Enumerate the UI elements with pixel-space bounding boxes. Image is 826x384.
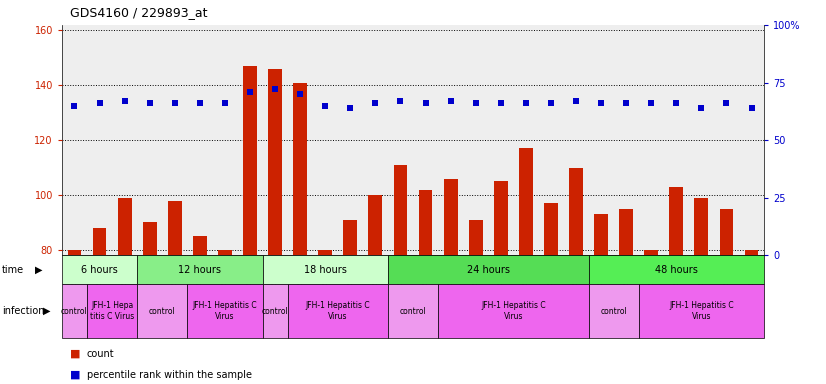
Point [169,100,182,106]
Bar [393,165,407,255]
Text: 48 hours: 48 hours [655,265,698,275]
Bar [620,209,633,255]
Text: control: control [400,306,426,316]
Bar [669,187,683,255]
Text: JFH-1 Hepatitis C
Virus: JFH-1 Hepatitis C Virus [669,301,733,321]
Bar [519,148,533,255]
Bar [588,255,764,284]
Bar [218,250,232,255]
Bar [137,255,263,284]
Bar [419,190,433,255]
Text: ▶: ▶ [35,265,42,275]
Point [143,100,156,106]
Point [745,105,758,111]
Bar [87,284,137,338]
Text: 18 hours: 18 hours [304,265,347,275]
Text: time: time [2,265,24,275]
Bar [368,195,382,255]
Text: ■: ■ [70,349,81,359]
Point [344,105,357,111]
Point [695,105,708,111]
Bar [168,200,182,255]
Bar [644,250,658,255]
Point [193,100,206,106]
Bar [438,284,588,338]
Bar [469,220,482,255]
Bar [263,255,388,284]
Bar [569,167,583,255]
Bar [62,255,137,284]
Bar [388,255,588,284]
Text: GDS4160 / 229893_at: GDS4160 / 229893_at [70,6,207,19]
Point [218,100,231,106]
Text: control: control [601,306,627,316]
Bar [388,284,438,338]
Text: count: count [87,349,114,359]
Text: infection: infection [2,306,44,316]
Bar [93,228,107,255]
Point [244,89,257,95]
Text: control: control [61,306,88,316]
Point [368,100,382,106]
Bar [494,181,508,255]
Point [394,98,407,104]
Bar [344,220,357,255]
Point [494,100,507,106]
Text: control: control [262,306,288,316]
Point [93,100,107,106]
Bar [638,284,764,338]
Text: JFH-1 Hepatitis C
Virus: JFH-1 Hepatitis C Virus [481,301,546,321]
Bar [243,66,257,255]
Text: ▶: ▶ [43,306,50,316]
Point [644,100,657,106]
Bar [287,284,388,338]
Text: 24 hours: 24 hours [467,265,510,275]
Point [520,100,533,106]
Point [419,100,432,106]
Bar [444,179,458,255]
Text: JFH-1 Hepa
titis C Virus: JFH-1 Hepa titis C Virus [90,301,134,321]
Text: JFH-1 Hepatitis C
Virus: JFH-1 Hepatitis C Virus [192,301,257,321]
Bar [188,284,263,338]
Point [118,98,131,104]
Text: JFH-1 Hepatitis C
Virus: JFH-1 Hepatitis C Virus [306,301,370,321]
Bar [263,284,287,338]
Bar [594,214,608,255]
Text: ■: ■ [70,370,81,380]
Point [319,103,332,109]
Point [569,98,582,104]
Point [595,100,608,106]
Point [444,98,458,104]
Point [670,100,683,106]
Point [620,100,633,106]
Bar [544,203,558,255]
Point [719,100,733,106]
Text: 6 hours: 6 hours [81,265,118,275]
Bar [143,222,157,255]
Bar [268,69,282,255]
Point [544,100,558,106]
Text: percentile rank within the sample: percentile rank within the sample [87,370,252,380]
Bar [318,250,332,255]
Bar [719,209,733,255]
Bar [68,250,82,255]
Bar [293,83,307,255]
Point [268,86,282,93]
Bar [193,236,206,255]
Bar [137,284,188,338]
Bar [695,198,708,255]
Bar [118,198,131,255]
Point [68,103,81,109]
Point [293,91,306,97]
Text: 12 hours: 12 hours [178,265,221,275]
Bar [62,284,87,338]
Bar [588,284,638,338]
Bar [744,250,758,255]
Text: control: control [149,306,176,316]
Point [469,100,482,106]
